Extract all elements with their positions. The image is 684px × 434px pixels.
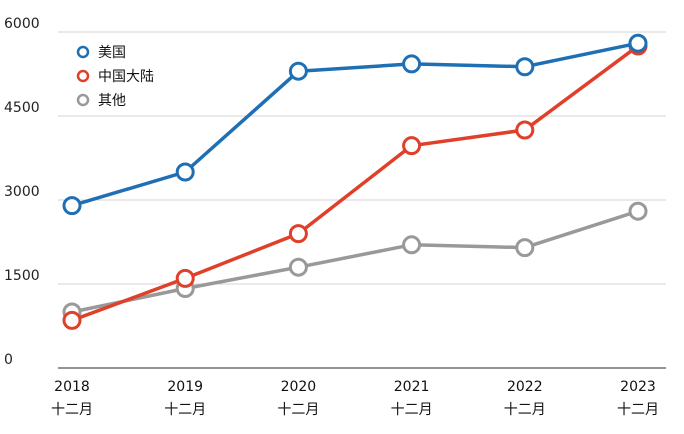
legend-marker-us: [76, 45, 90, 59]
grid-lines: [58, 31, 666, 369]
data-point-other: [288, 257, 308, 277]
series-group: [62, 33, 648, 330]
x-tick-month: 十二月: [277, 402, 319, 418]
x-tick-month: 十二月: [51, 402, 93, 418]
x-tick-month: 十二月: [164, 402, 206, 418]
series-other: [62, 201, 648, 322]
data-point-china: [62, 310, 82, 330]
data-point-other: [515, 238, 535, 258]
legend-item-china: 中国大陆: [76, 69, 154, 85]
data-point-us: [62, 196, 82, 216]
data-point-us: [288, 61, 308, 81]
data-point-us: [402, 54, 422, 74]
legend-label-china: 中国大陆: [98, 69, 154, 85]
series-us: [62, 33, 648, 216]
y-tick-label: 0: [4, 352, 13, 368]
legend-label-other: 其他: [98, 93, 126, 109]
series-line-us: [70, 41, 640, 208]
x-tick-year: 2021: [394, 379, 430, 395]
x-axis-ticks: 2018 十二月 2019 十二月 2020 十二月 2021 十二月 2022 十二月 2023 十…: [51, 379, 659, 418]
x-tick-year: 2018: [54, 379, 90, 395]
legend-label-us: 美国: [98, 45, 126, 61]
x-tick-month: 十二月: [391, 402, 433, 418]
x-tick-month: 十二月: [504, 402, 546, 418]
x-tick-month: 十二月: [617, 402, 659, 418]
data-point-us: [628, 33, 648, 53]
legend-marker-other: [76, 93, 90, 107]
data-point-china: [175, 268, 195, 288]
x-tick-year: 2022: [507, 379, 543, 395]
legend: 美国 中国大陆 其他: [76, 45, 154, 109]
data-point-us: [515, 57, 535, 77]
y-tick-label: 6000: [4, 16, 40, 32]
legend-item-us: 美国: [76, 45, 126, 61]
series-line-china: [70, 44, 640, 323]
data-point-other: [402, 235, 422, 255]
x-tick-year: 2019: [167, 379, 203, 395]
data-point-other: [628, 201, 648, 221]
y-axis-ticks: 0 1500 3000 4500 6000: [4, 16, 40, 368]
x-tick-year: 2020: [281, 379, 317, 395]
y-tick-label: 1500: [4, 268, 40, 284]
data-point-us: [175, 162, 195, 182]
data-point-china: [515, 120, 535, 140]
x-tick-year: 2023: [620, 379, 656, 395]
data-point-china: [288, 224, 308, 244]
series-line-other: [70, 209, 640, 314]
y-tick-label: 4500: [4, 100, 40, 116]
legend-marker-china: [76, 69, 90, 83]
legend-item-other: 其他: [76, 93, 126, 109]
y-tick-label: 3000: [4, 184, 40, 200]
data-point-china: [402, 136, 422, 156]
